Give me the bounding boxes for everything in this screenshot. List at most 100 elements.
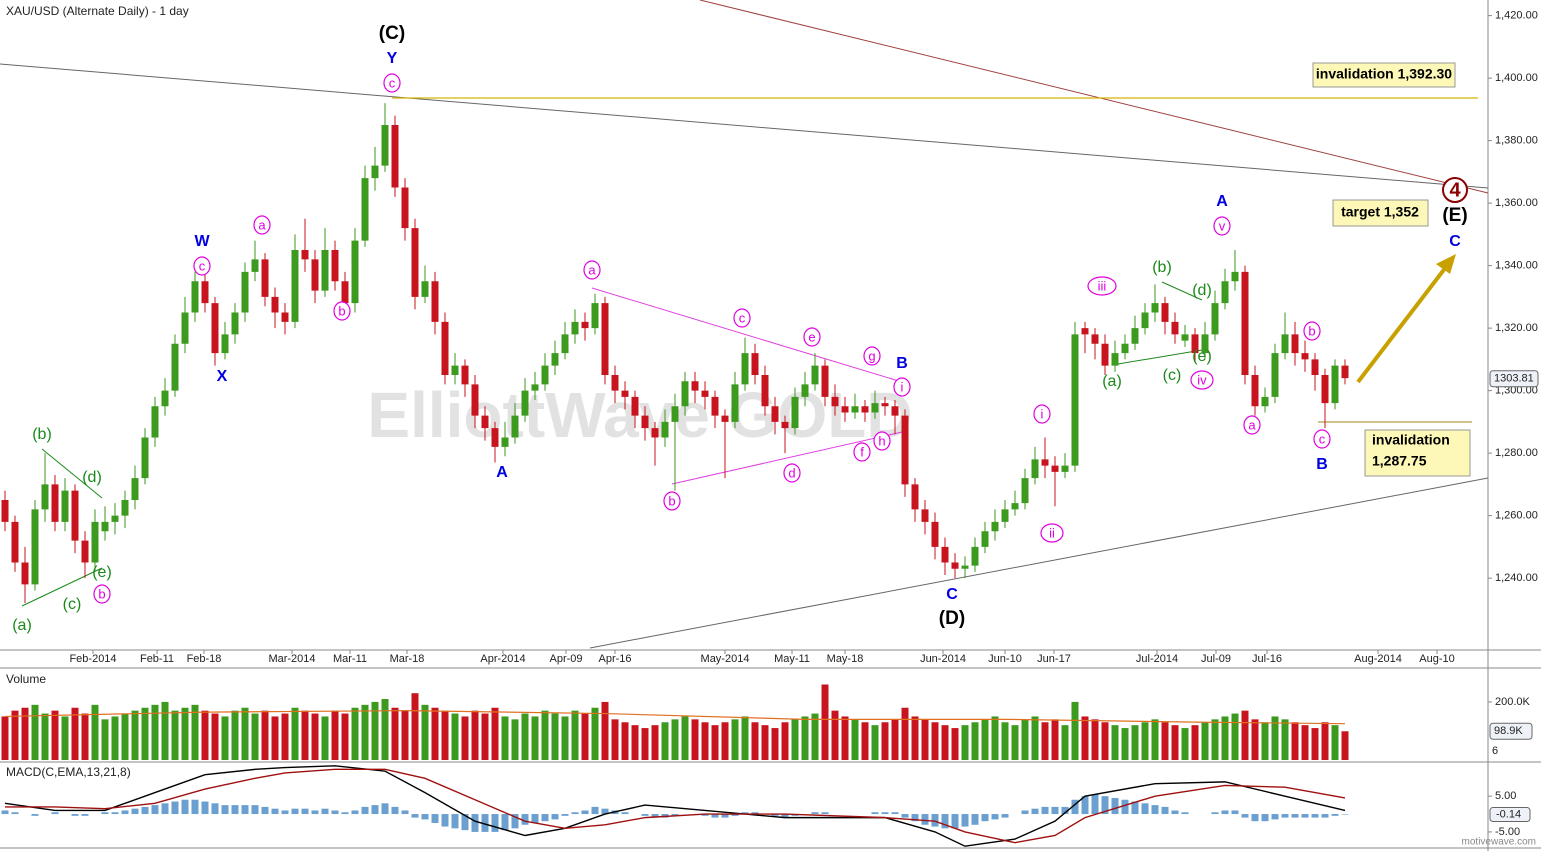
- wave-label: (E): [1442, 205, 1467, 226]
- macd-hist: [1251, 814, 1259, 822]
- wave-label: B: [896, 355, 908, 372]
- volume-bar: [881, 722, 889, 760]
- volume-bar: [511, 719, 519, 760]
- volume-bar: [1331, 725, 1339, 760]
- macd-hist: [1181, 812, 1189, 815]
- candle-body: [991, 521, 999, 532]
- macd-hist: [221, 805, 229, 815]
- wave-label: b: [338, 303, 345, 318]
- volume-bar: [131, 710, 139, 760]
- wave-circle: [1303, 321, 1321, 341]
- volume-bar: [821, 684, 829, 760]
- wave-circle: [383, 73, 401, 93]
- candle-body: [201, 281, 209, 304]
- volume-bar: [41, 713, 49, 760]
- macd-hist: [1261, 814, 1269, 822]
- y-tick-label: 1,380.00: [1495, 135, 1538, 147]
- candle-body: [1271, 353, 1279, 397]
- wave-line: [591, 287, 903, 383]
- macd-hist: [1061, 806, 1069, 815]
- volume-bar: [1021, 719, 1029, 760]
- trend-line: [699, 0, 1489, 194]
- volume-bar: [741, 716, 749, 760]
- volume-bar: [281, 713, 289, 760]
- candle-body: [781, 421, 789, 429]
- macd-hist: [101, 812, 109, 815]
- volume-bar: [781, 722, 789, 760]
- macd-signal: [5, 768, 1346, 844]
- volume-bar: [1291, 722, 1299, 760]
- volume-bar: [31, 704, 39, 760]
- macd-hist: [311, 810, 319, 815]
- volume-bar: [151, 704, 159, 760]
- macd-hist: [51, 812, 59, 815]
- macd-hist: [511, 814, 519, 829]
- wave-label: c: [199, 258, 206, 273]
- candle-body: [1331, 365, 1339, 404]
- candle-body: [831, 396, 839, 407]
- macd-hist: [501, 814, 509, 831]
- macd-hist: [261, 806, 269, 815]
- candle-body: [591, 303, 599, 329]
- candle-body: [681, 381, 689, 407]
- wave-label: A: [1216, 193, 1228, 210]
- candle-body: [1291, 334, 1299, 354]
- note-box: [1332, 199, 1429, 227]
- candle-body: [961, 565, 969, 569]
- volume-bar: [901, 707, 909, 760]
- macd-hist: [161, 803, 169, 815]
- candle-body: [791, 396, 799, 429]
- volume-bar: [971, 722, 979, 760]
- candle-body: [141, 437, 149, 479]
- volume-bar: [961, 725, 969, 760]
- volume-bar: [931, 722, 939, 760]
- macd-hist: [431, 814, 439, 823]
- candle-body: [731, 384, 739, 422]
- wave-label: f: [860, 444, 864, 459]
- note: 1,287.75: [1372, 453, 1427, 469]
- macd-hist: [591, 806, 599, 815]
- candle-body: [801, 384, 809, 397]
- wave-label: e: [808, 329, 815, 344]
- chart-title: XAU/USD (Alternate Daily) - 1 day: [6, 4, 189, 18]
- wave-label: (d): [1192, 282, 1212, 299]
- volume-bar: [1181, 728, 1189, 760]
- trend-line: [589, 477, 1489, 649]
- volume-bar: [631, 725, 639, 760]
- volume-bar: [661, 722, 669, 760]
- target-arrow-head: [1436, 254, 1456, 274]
- macd-hist: [231, 805, 239, 815]
- macd-hist: [731, 814, 739, 816]
- macd-hist: [401, 810, 409, 815]
- volume-bar: [1041, 722, 1049, 760]
- volume-bar: [161, 701, 169, 760]
- volume-bar: [81, 713, 89, 760]
- wave-line: [1111, 349, 1203, 366]
- volume-bar: [911, 716, 919, 760]
- macd-hist: [171, 801, 179, 815]
- site-label: motivewave.com: [1462, 837, 1536, 848]
- volume-bar: [1251, 719, 1259, 760]
- candle-body: [1041, 459, 1049, 466]
- y-tick-label: 200.0K: [1495, 696, 1531, 708]
- candle-body: [621, 390, 629, 397]
- candle-body: [411, 228, 419, 297]
- volume-bar: [681, 716, 689, 760]
- candle-body: [421, 281, 429, 297]
- candle-body: [441, 321, 449, 375]
- volume-bar: [561, 716, 569, 760]
- volume-bar: [1091, 719, 1099, 760]
- macd-hist: [571, 812, 579, 815]
- wave-label: (e): [92, 564, 112, 581]
- candle-body: [1281, 334, 1289, 354]
- macd-hist: [281, 810, 289, 815]
- wave-circle: [1313, 429, 1331, 449]
- macd-hist: [1161, 806, 1169, 815]
- macd-hist: [191, 799, 199, 815]
- macd-hist: [1291, 814, 1299, 818]
- macd-hist: [911, 814, 919, 822]
- wave-label: W: [194, 233, 210, 250]
- macd-hist: [561, 814, 569, 816]
- volume-bar: [91, 704, 99, 760]
